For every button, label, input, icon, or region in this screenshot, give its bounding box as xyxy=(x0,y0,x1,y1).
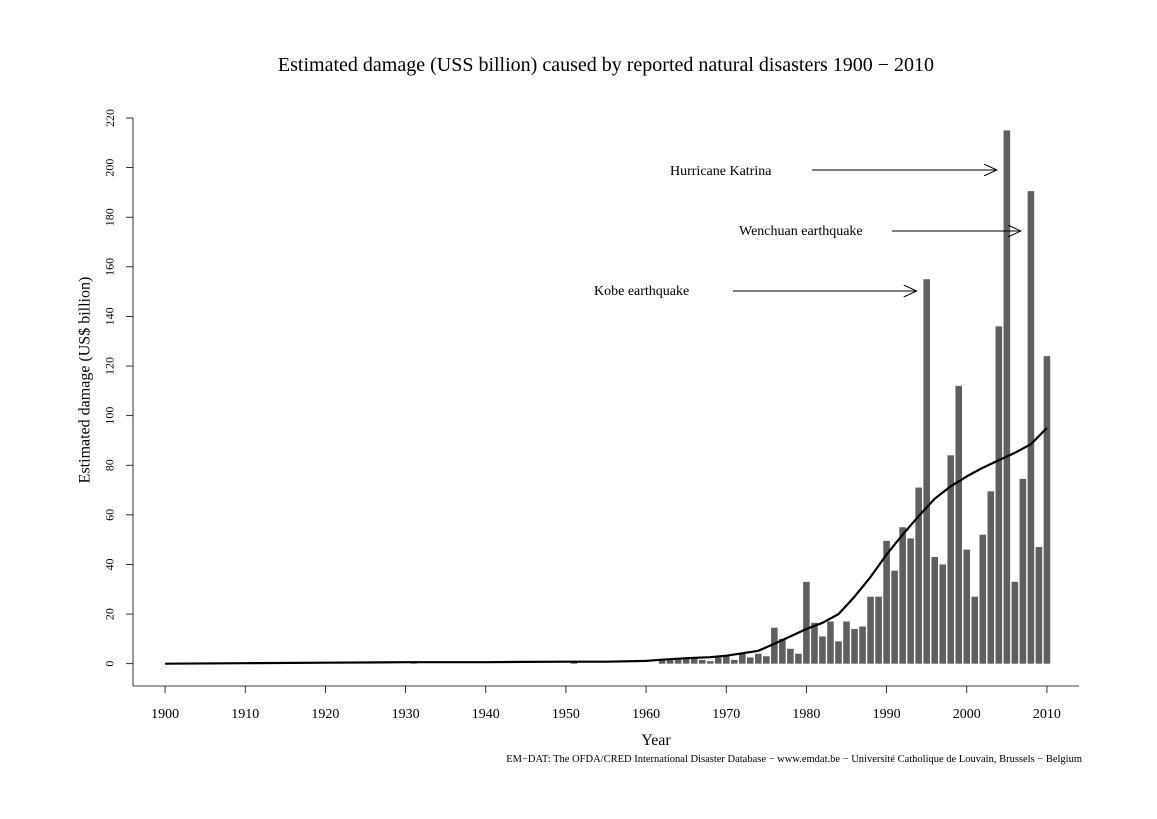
bars-layer xyxy=(410,130,1051,664)
bar xyxy=(787,648,794,664)
bar xyxy=(883,540,890,664)
y-axis-title: Estimated damage (US$ billion) xyxy=(77,277,94,484)
annotations-layer: Hurricane Katrina Wenchuan earthquake Kobe… xyxy=(594,164,1021,299)
bar xyxy=(763,656,770,664)
bar xyxy=(907,538,914,664)
bar xyxy=(795,653,802,664)
x-tick-label: 1980 xyxy=(792,707,820,722)
x-tick-label: 1940 xyxy=(472,707,500,722)
bar xyxy=(979,534,987,664)
bar xyxy=(714,657,722,664)
x-tick-label: 1990 xyxy=(873,707,901,722)
bar xyxy=(755,653,762,664)
y-tick-label: 80 xyxy=(103,459,117,471)
y-tick-label: 180 xyxy=(103,208,117,226)
annotation-label: Hurricane Katrina xyxy=(670,164,772,179)
bar xyxy=(1043,356,1051,664)
y-tick-label: 60 xyxy=(103,509,117,521)
bar xyxy=(779,638,786,664)
bar xyxy=(899,527,906,664)
bar xyxy=(698,659,706,664)
x-tick-label: 1960 xyxy=(632,707,660,722)
x-tick-label: 2000 xyxy=(953,707,981,722)
bar xyxy=(1027,191,1035,664)
chart-title: Estimated damage (USS billion) caused by… xyxy=(277,54,935,76)
bar xyxy=(859,626,866,664)
bar xyxy=(939,564,946,664)
y-tick-label: 220 xyxy=(103,109,117,127)
x-tick-label: 1900 xyxy=(151,707,179,722)
y-tick-label: 0 xyxy=(103,661,117,667)
bar xyxy=(690,658,698,664)
bar xyxy=(955,385,963,664)
y-tick-label: 40 xyxy=(103,558,117,570)
bar xyxy=(674,658,682,664)
bar xyxy=(666,659,674,664)
bar xyxy=(891,570,898,664)
bar xyxy=(995,326,1003,664)
bar xyxy=(771,627,778,664)
bar xyxy=(1019,478,1027,664)
bar xyxy=(1011,581,1019,664)
bar xyxy=(915,487,922,664)
bar xyxy=(1035,547,1043,664)
bar xyxy=(682,658,690,664)
bar xyxy=(706,661,714,664)
bar xyxy=(739,653,746,664)
bar xyxy=(947,455,955,664)
bar xyxy=(931,557,938,664)
bar xyxy=(987,491,995,664)
y-tick-label: 200 xyxy=(103,159,117,177)
x-tick-label: 2010 xyxy=(1033,707,1061,722)
bar xyxy=(803,581,810,664)
bar xyxy=(963,549,971,664)
y-tick-label: 140 xyxy=(103,307,117,325)
bar xyxy=(1003,130,1011,664)
x-tick-label: 1910 xyxy=(231,707,259,722)
bar xyxy=(923,279,930,664)
y-tick-label: 100 xyxy=(103,407,117,425)
annotation-label: Kobe earthquake xyxy=(594,284,689,299)
bar xyxy=(730,659,738,664)
bar xyxy=(875,596,882,664)
source-note: EM−DAT: The OFDA/CRED International Disa… xyxy=(506,754,1082,765)
bar xyxy=(722,656,730,664)
y-tick-label: 160 xyxy=(103,258,117,276)
bar xyxy=(747,657,754,664)
bar xyxy=(867,596,874,664)
bar xyxy=(811,622,818,664)
trend-line xyxy=(165,427,1048,665)
x-axis-title: Year xyxy=(641,732,671,749)
bar xyxy=(658,659,666,664)
x-tick-label: 1950 xyxy=(552,707,580,722)
bar xyxy=(971,596,979,664)
y-tick-label: 120 xyxy=(103,357,117,375)
bar xyxy=(819,636,826,664)
x-tick-label: 1920 xyxy=(311,707,339,722)
y-tick-label: 20 xyxy=(103,608,117,620)
annotation-label: Wenchuan earthquake xyxy=(739,224,863,239)
x-tick-label: 1970 xyxy=(712,707,740,722)
bar xyxy=(851,628,858,664)
axes-layer: 1900 1910 1920 1930 1940 1950 1960 1970 1980 1990… xyxy=(77,109,1079,749)
bar xyxy=(835,641,842,664)
bar xyxy=(827,621,834,664)
x-tick-label: 1930 xyxy=(392,707,420,722)
trend-line-layer xyxy=(165,427,1048,665)
bar xyxy=(843,621,850,664)
